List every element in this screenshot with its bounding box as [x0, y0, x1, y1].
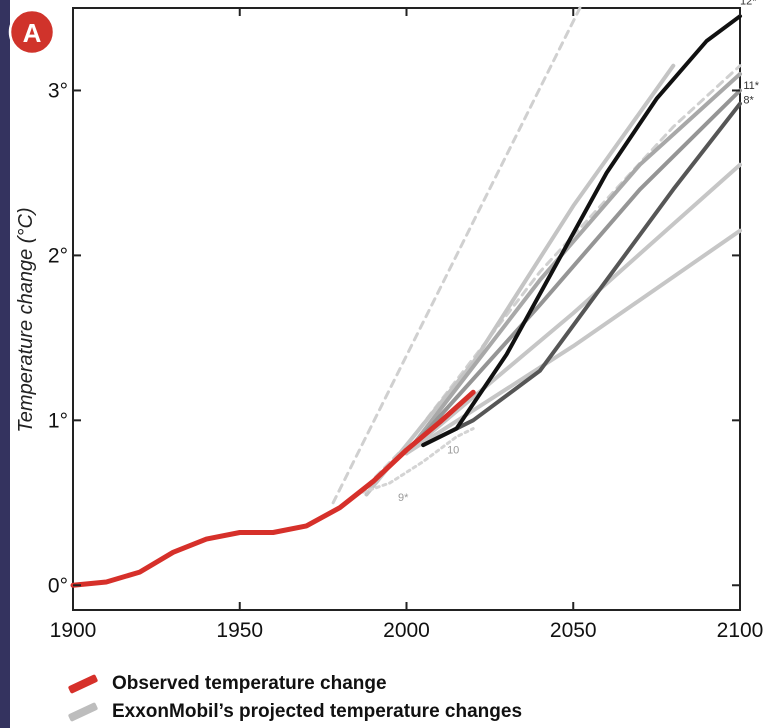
y-tick-label: 0°	[48, 574, 68, 597]
legend-swatch-observed	[67, 674, 99, 694]
annotation-label: 8*	[743, 95, 754, 107]
plot-frame	[72, 7, 741, 611]
series-line-projection	[355, 427, 475, 496]
series-line-projection	[404, 162, 742, 456]
left-edge-border	[0, 0, 10, 728]
series-line-projection	[404, 72, 742, 456]
legend-swatch-projected	[67, 702, 99, 722]
series-line-projection	[421, 101, 742, 448]
annotation-label: 9*	[398, 492, 409, 504]
series-line-projection	[331, 6, 582, 505]
series-line-observed	[70, 389, 476, 588]
axes	[72, 7, 741, 611]
temperature-chart: A Temperature change (°C) 1900 1950 2000 20…	[8, 0, 763, 642]
y-tick-label: 1°	[48, 409, 68, 432]
annotation-label: 10	[447, 444, 459, 456]
panel-letter: A	[23, 18, 42, 48]
y-tick-label: 3°	[48, 79, 68, 102]
panel-badge: A	[8, 8, 56, 56]
annotation-label: 12*	[740, 0, 757, 8]
legend-label-projected: ExxonMobil’s projected temperature chang…	[112, 701, 523, 722]
series-line-projection	[404, 88, 742, 456]
tick-layer: 1900 1950 2000 2050 2100 0° 1° 2° 3°	[48, 8, 763, 642]
x-tick-label: 2000	[383, 619, 430, 642]
y-axis-label: Temperature change (°C)	[15, 207, 37, 432]
annotation-label: 11*	[743, 80, 759, 92]
x-tick-label: 1900	[50, 619, 97, 642]
series-line-projection	[364, 63, 676, 497]
legend-label-observed: Observed temperature change	[112, 673, 387, 694]
x-tick-label: 1950	[216, 619, 263, 642]
legend-item-projected: ExxonMobil’s projected temperature chang…	[67, 698, 523, 726]
series-layer	[70, 6, 742, 588]
panel-badge-circle	[8, 8, 56, 56]
y-tick-label: 2°	[48, 244, 68, 267]
legend-item-observed: Observed temperature change	[67, 670, 522, 698]
legend: Observed temperature change ExxonMobil’s…	[67, 670, 523, 726]
x-tick-label: 2050	[550, 619, 597, 642]
x-tick-label: 2100	[717, 619, 764, 642]
annotation-layer: 12* 11* 8* 10 9*	[398, 0, 760, 504]
series-line-projection	[421, 14, 742, 448]
